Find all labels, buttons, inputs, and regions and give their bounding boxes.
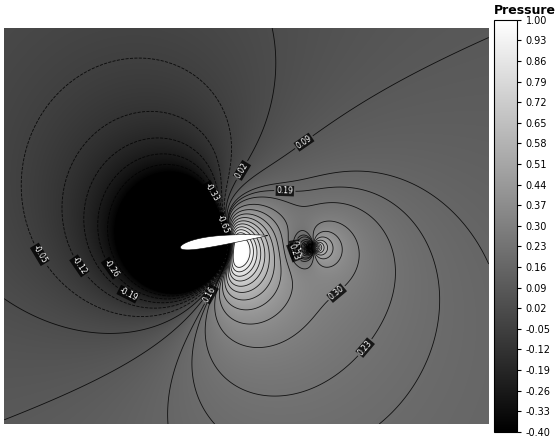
Text: 0.19: 0.19 (276, 186, 294, 196)
Text: -0.65: -0.65 (214, 213, 230, 235)
Text: 0.02: 0.02 (234, 161, 250, 180)
Text: 0.23: 0.23 (287, 243, 301, 262)
Text: 0.09: 0.09 (295, 133, 314, 151)
Text: -0.26: -0.26 (102, 258, 120, 279)
Text: 0.16: 0.16 (202, 285, 218, 304)
Text: -0.05: -0.05 (31, 244, 49, 265)
Text: Pressure: Pressure (494, 4, 555, 17)
Polygon shape (180, 235, 268, 250)
Text: 0.30: 0.30 (327, 284, 346, 302)
Text: 0.23: 0.23 (356, 338, 374, 357)
Text: -0.19: -0.19 (117, 286, 139, 303)
Text: 0.19: 0.19 (290, 240, 301, 258)
Text: -0.33: -0.33 (203, 181, 220, 202)
Text: -0.12: -0.12 (70, 255, 89, 276)
